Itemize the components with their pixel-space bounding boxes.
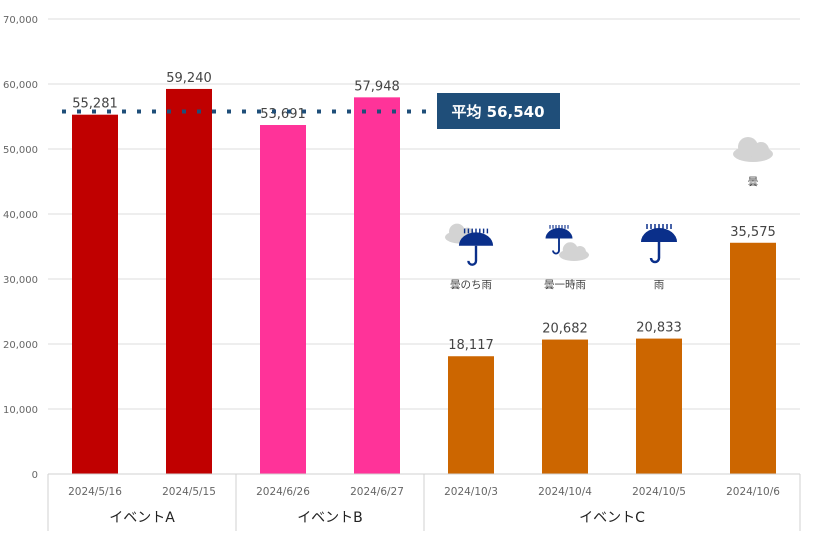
weather-label: 曇一時雨 xyxy=(544,279,586,291)
umbrella-canopy xyxy=(641,228,677,242)
group-label: イベントC xyxy=(579,510,645,526)
y-tick-label: 20,000 xyxy=(3,340,38,351)
x-axis: 2024/5/16 2024/5/15 2024/6/26 2024/6/27 2024… xyxy=(47,473,801,531)
average-label-box xyxy=(437,93,560,129)
bar xyxy=(636,338,682,474)
y-tick-label: 0 xyxy=(32,470,38,481)
cloud-part xyxy=(574,246,586,258)
x-tick-label: 2024/10/5 xyxy=(632,486,686,498)
umbrella-icon xyxy=(458,228,494,266)
x-tick-label: 2024/10/3 xyxy=(444,486,498,498)
group-label: イベントA xyxy=(109,510,175,526)
umbrella-canopy xyxy=(458,232,494,246)
weather-label: 雨 xyxy=(654,279,665,291)
x-tick-label: 2024/5/15 xyxy=(162,486,216,498)
data-label: 20,833 xyxy=(636,321,682,336)
cloud-part xyxy=(562,242,578,258)
y-tick-label: 10,000 xyxy=(3,405,38,416)
data-label: 59,240 xyxy=(166,71,212,86)
x-tick-label: 2024/5/16 xyxy=(68,486,122,498)
bar xyxy=(166,88,212,474)
bar xyxy=(448,356,494,474)
average-line-group: 平均 56,540 xyxy=(62,93,560,129)
y-tick-label: 60,000 xyxy=(3,80,38,91)
cloud-part xyxy=(753,142,769,158)
group-label: イベントB xyxy=(297,510,363,526)
y-tick-label: 30,000 xyxy=(3,275,38,286)
average-label: 平均 56,540 xyxy=(451,103,544,121)
bar xyxy=(260,125,306,475)
umbrella-canopy xyxy=(545,228,573,239)
x-tick-label: 2024/10/6 xyxy=(726,486,780,498)
umbrella-handle xyxy=(552,238,560,255)
y-axis: 0 10,000 20,000 30,000 40,000 50,000 60,000 70,… xyxy=(3,15,38,481)
x-tick-label: 2024/6/26 xyxy=(256,486,310,498)
bar xyxy=(354,97,400,474)
data-label: 53,691 xyxy=(260,107,306,122)
bars: 55,281 59,240 53,691 57,948 18,117 20,682 20,8… xyxy=(72,71,776,475)
weather-label: 曇 xyxy=(748,176,759,188)
gridlines xyxy=(48,18,800,410)
bar xyxy=(542,339,588,474)
cloud-icon xyxy=(559,242,589,261)
weather-annotations: 曇のち雨 曇一時雨 雨 曇 xyxy=(445,137,773,291)
umbrella-handle xyxy=(649,242,661,264)
umbrella-icon xyxy=(641,224,677,264)
x-tick-label: 2024/10/4 xyxy=(538,486,592,498)
bar xyxy=(72,114,118,475)
x-tick-label: 2024/6/27 xyxy=(350,486,404,498)
data-label: 55,281 xyxy=(72,97,118,112)
y-tick-label: 50,000 xyxy=(3,145,38,156)
data-label: 57,948 xyxy=(354,79,400,94)
cloud-part xyxy=(449,223,465,240)
y-tick-label: 40,000 xyxy=(3,210,38,221)
cloud-part xyxy=(738,137,758,157)
data-label: 20,682 xyxy=(542,322,588,337)
data-label: 35,575 xyxy=(730,225,776,240)
bar xyxy=(730,242,776,474)
weather-label: 曇のち雨 xyxy=(450,279,492,291)
umbrella-handle xyxy=(467,245,478,266)
cloud-icon xyxy=(733,137,773,162)
y-tick-label: 70,000 xyxy=(3,15,38,26)
umbrella-icon xyxy=(545,225,573,255)
data-label: 18,117 xyxy=(448,338,494,353)
